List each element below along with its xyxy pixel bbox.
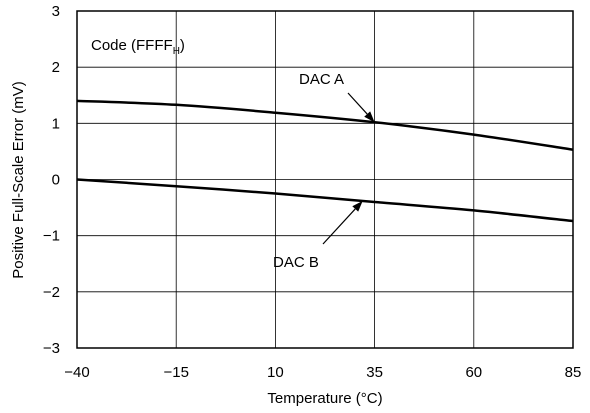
annotation-label-dac-a: DAC A (299, 71, 344, 88)
y-tick-label: 0 (52, 172, 60, 189)
condition-label: Code (FFFFH) (91, 37, 185, 57)
annotation-leader (347, 92, 368, 115)
annotation-leader (322, 208, 356, 245)
series-line-dac-b (76, 178, 574, 223)
x-tick-label: −15 (163, 364, 188, 381)
y-tick-label: 2 (52, 59, 60, 76)
x-tick-label: 60 (465, 364, 482, 381)
y-tick-label: −3 (43, 340, 60, 357)
y-tick-labels: −3 −2 −1 0 1 2 3 (43, 3, 60, 357)
y-tick-label: 1 (52, 115, 60, 132)
y-axis-label: Positive Full-Scale Error (mV) (10, 81, 27, 279)
annotation-arrowhead (364, 111, 375, 123)
series-lines (76, 99, 574, 223)
grid (77, 11, 573, 348)
x-tick-label: 85 (565, 364, 582, 381)
x-tick-label: 10 (267, 364, 284, 381)
y-tick-label: −2 (43, 284, 60, 301)
x-axis-label: Temperature (°C) (267, 390, 382, 407)
x-tick-label: 35 (366, 364, 383, 381)
x-tick-label: −40 (64, 364, 89, 381)
annotation-label-dac-b: DAC B (273, 254, 319, 271)
annotation-arrowhead (352, 200, 363, 212)
series-line-dac-a (76, 99, 574, 151)
y-tick-label: −1 (43, 228, 60, 245)
annotations: DAC A DAC B (273, 71, 375, 271)
x-tick-labels: −40 −15 10 35 60 85 (64, 364, 581, 381)
y-tick-label: 3 (52, 3, 60, 20)
